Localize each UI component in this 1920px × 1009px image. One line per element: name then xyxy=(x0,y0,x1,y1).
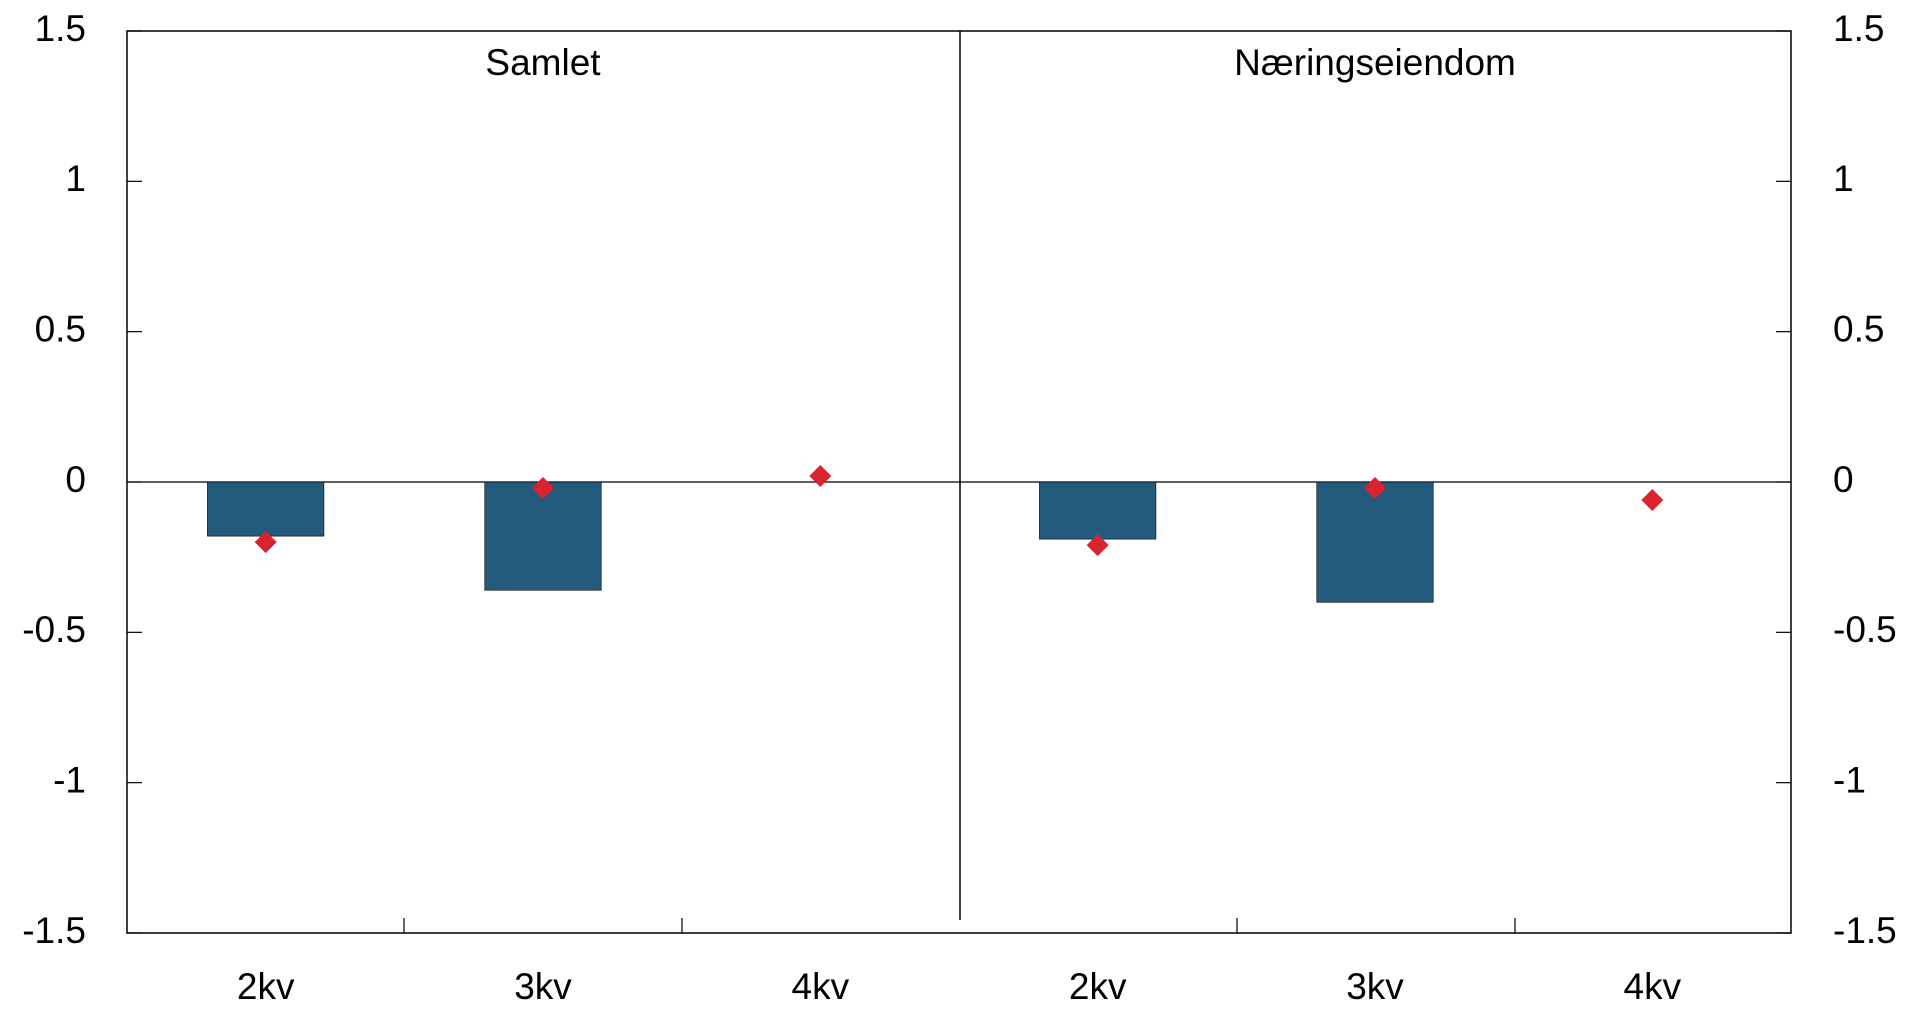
diamond-marker xyxy=(254,531,277,554)
x-tick-label: 2kv xyxy=(1069,966,1127,1007)
y-tick-label: -0.5 xyxy=(22,609,86,650)
x-tick-label: 4kv xyxy=(792,966,850,1007)
panel-label: Næringseiendom xyxy=(1234,42,1516,83)
bar xyxy=(207,481,325,537)
diamond-marker xyxy=(1364,477,1386,500)
bar xyxy=(1316,481,1434,603)
diamond-marker xyxy=(809,464,832,487)
y2-tick-label: -1 xyxy=(1833,759,1866,800)
bar xyxy=(1039,481,1157,540)
panel-label: Samlet xyxy=(485,42,601,83)
bar xyxy=(484,481,602,591)
y-tick-label: 1.5 xyxy=(35,8,86,49)
y2-tick-label: 1 xyxy=(1833,158,1854,199)
y-tick-label: 1 xyxy=(65,158,86,199)
x-tick-label: 4kv xyxy=(1624,966,1682,1007)
diamond-marker xyxy=(532,477,554,500)
y-tick-label: -1 xyxy=(53,759,86,800)
y2-tick-label: -1.5 xyxy=(1833,910,1897,951)
y2-tick-label: 0.5 xyxy=(1833,308,1884,349)
y-tick-label: 0.5 xyxy=(35,308,86,349)
y2-tick-label: -0.5 xyxy=(1833,609,1897,650)
y2-tick-label: 0 xyxy=(1833,459,1854,500)
x-tick-label: 3kv xyxy=(1346,966,1404,1007)
x-ticks xyxy=(403,918,1516,933)
diamond-marker xyxy=(1086,534,1109,557)
diamond-marker xyxy=(1641,489,1664,512)
y-tick-label: 0 xyxy=(65,459,86,500)
x-tick-label: 3kv xyxy=(514,966,572,1007)
y-tick-label: -1.5 xyxy=(22,910,86,951)
y2-tick-label: 1.5 xyxy=(1833,8,1884,49)
x-tick-label: 2kv xyxy=(237,966,295,1007)
